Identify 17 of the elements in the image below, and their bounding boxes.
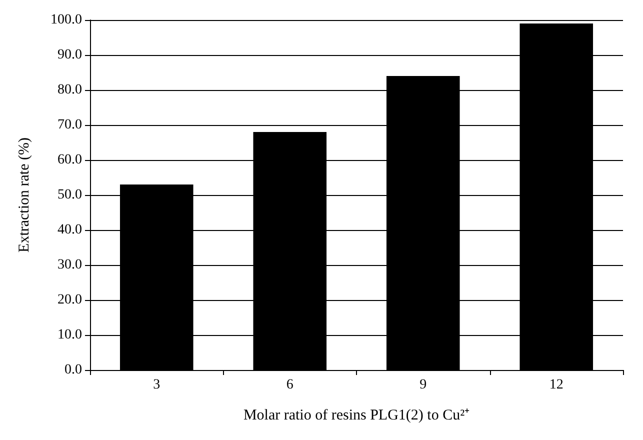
y-tick-label: 90.0 (58, 48, 82, 62)
x-tick-label: 12 (549, 378, 564, 392)
y-tick-label: 10.0 (58, 328, 82, 342)
x-tick-label: 3 (153, 378, 160, 392)
x-tick-label: 9 (420, 378, 427, 392)
x-tick-label: 6 (286, 378, 294, 392)
y-tick-label: 60.0 (58, 152, 82, 168)
y-tick-label: 0.0 (64, 362, 82, 378)
y-tick-label: 100.0 (50, 12, 82, 28)
x-axis-title: Molar ratio of resins PLG1(2) to Cu²⁺ (243, 408, 470, 424)
y-tick-label: 80.0 (58, 82, 82, 98)
y-axis-title: Extraction rate (%) (16, 138, 32, 252)
y-tick-label: 20.0 (58, 292, 82, 308)
y-tick-label: 30.0 (58, 258, 82, 272)
y-tick-label: 50.0 (58, 188, 82, 202)
y-tick-label: 40.0 (58, 222, 82, 238)
y-tick-label: 70.0 (58, 118, 82, 132)
